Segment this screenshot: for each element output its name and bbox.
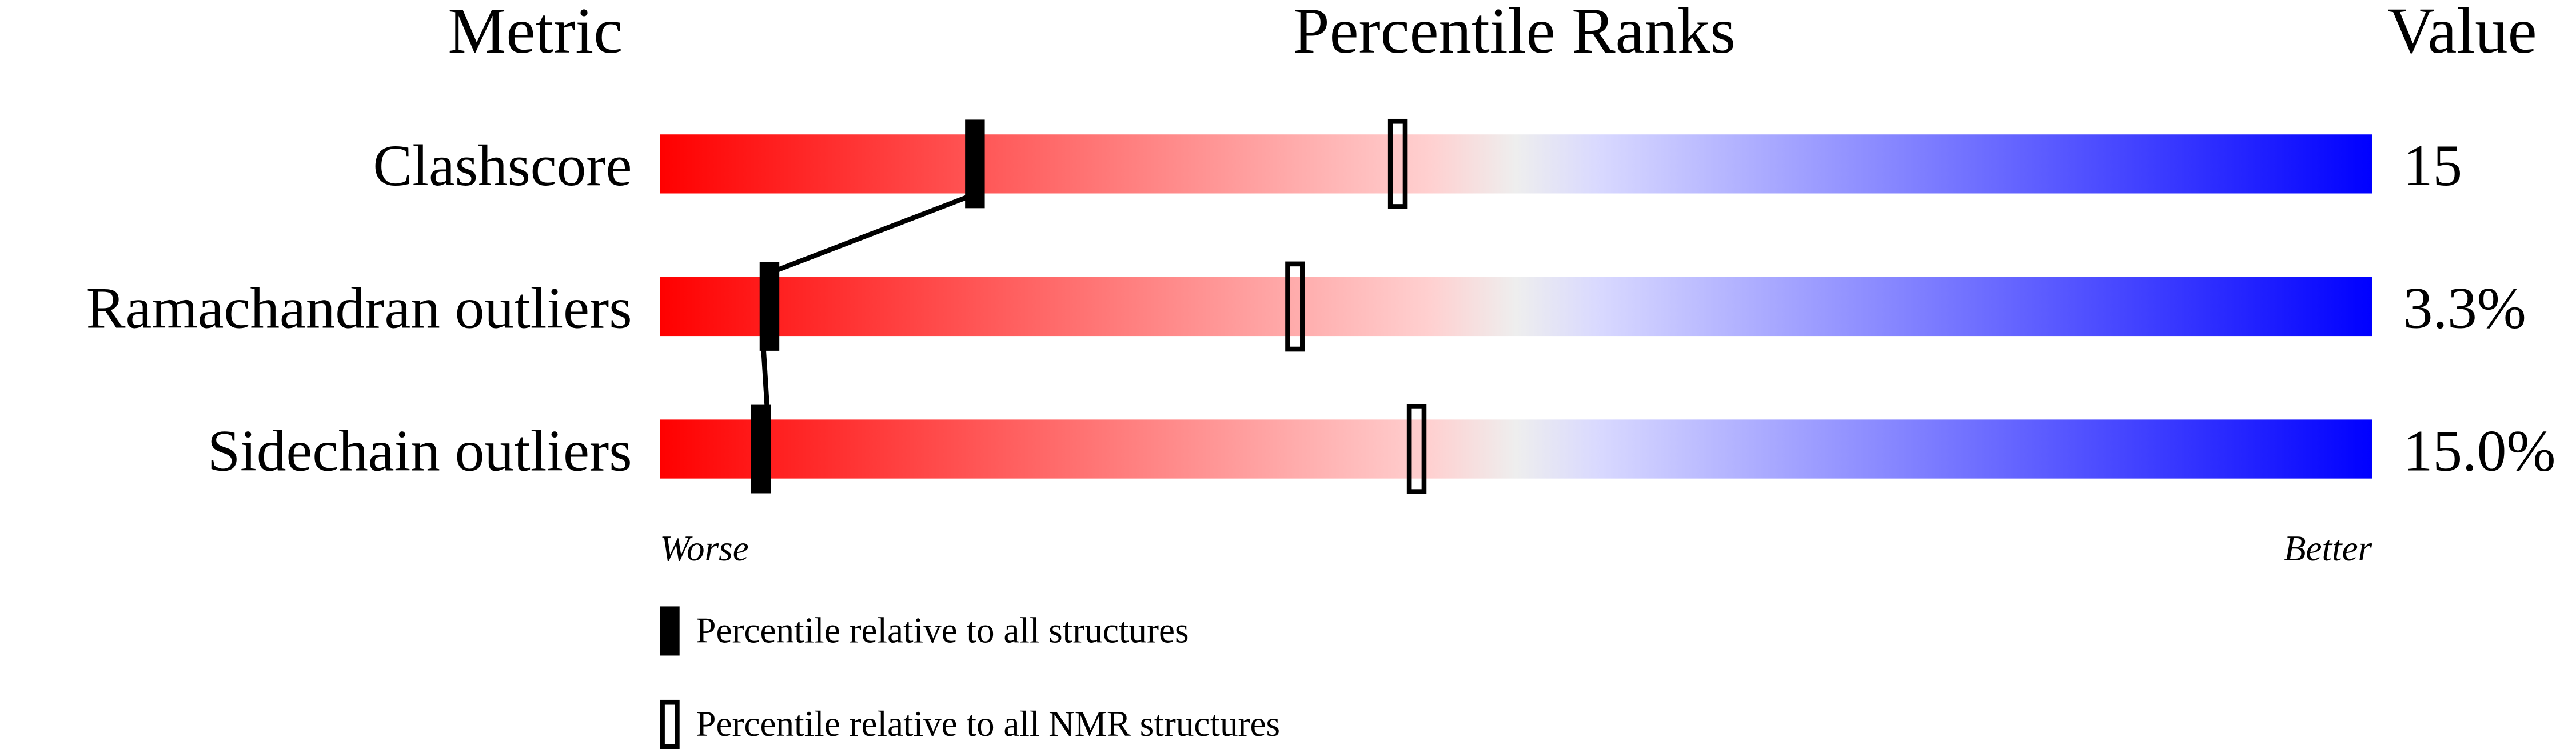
legend-open-marker <box>660 699 680 749</box>
connector-line <box>775 194 970 273</box>
metric-value: 15.0% <box>2403 418 2556 483</box>
legend-label: Percentile relative to all NMR structure… <box>696 704 1280 744</box>
metric-value: 15 <box>2403 133 2462 198</box>
all-percentile-marker <box>965 119 985 209</box>
percentile-bar <box>660 277 2372 337</box>
connector-line <box>760 339 770 414</box>
metric-label: Sidechain outliers <box>208 418 632 483</box>
header-metric: Metric <box>448 0 623 67</box>
metric-value: 3.3% <box>2403 276 2526 341</box>
all-percentile-marker <box>759 262 780 351</box>
nmr-percentile-marker <box>1285 261 1305 352</box>
worse-label: Worse <box>660 528 748 568</box>
metric-label: Clashscore <box>373 133 632 198</box>
legend-filled-marker <box>660 606 680 656</box>
metric-label: Ramachandran outliers <box>86 276 632 341</box>
header-value: Value <box>2387 0 2537 67</box>
header-percentile-ranks: Percentile Ranks <box>1293 0 1736 67</box>
better-label: Better <box>2284 528 2372 568</box>
legend-label: Percentile relative to all structures <box>696 611 1189 651</box>
nmr-percentile-marker <box>1406 404 1427 494</box>
nmr-percentile-marker <box>1387 118 1408 209</box>
percentile-bar <box>660 419 2372 479</box>
all-percentile-marker <box>751 404 771 494</box>
percentile-bar <box>660 134 2372 194</box>
